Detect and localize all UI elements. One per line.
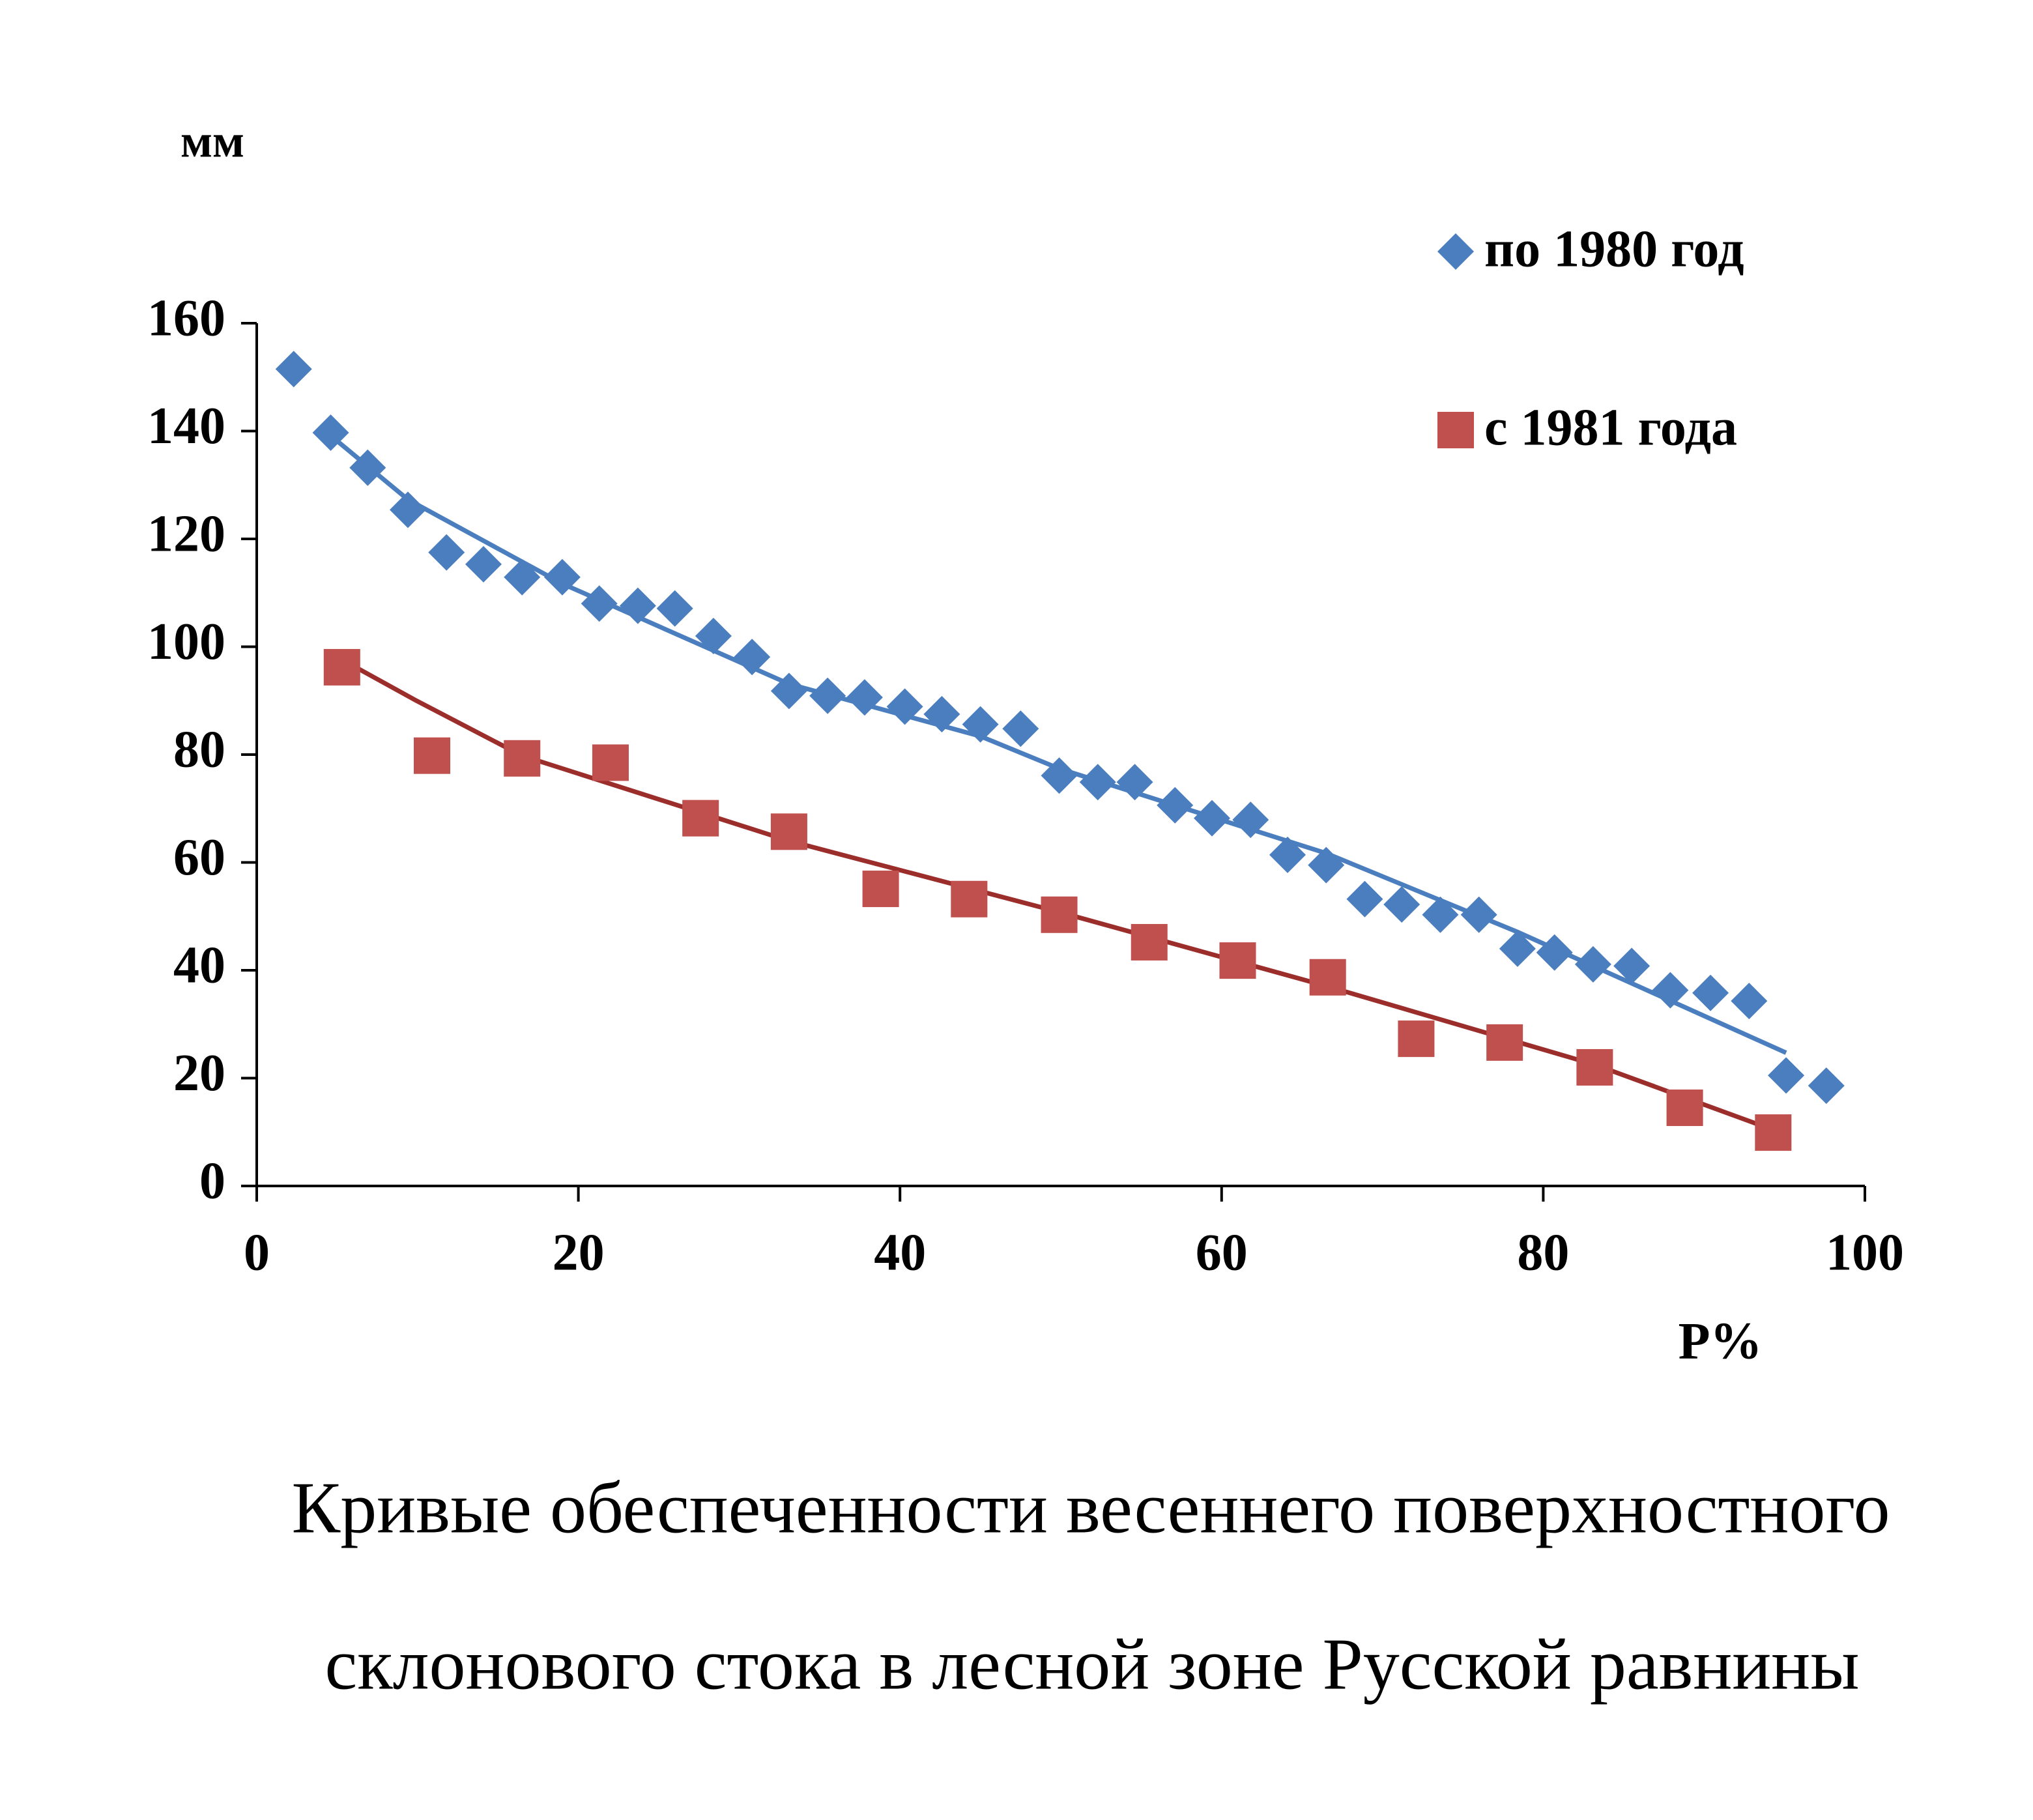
point — [886, 688, 923, 725]
caption: Кривые обеспеченности весеннего поверхно… — [292, 1468, 1890, 1549]
point — [504, 558, 541, 596]
legend-label: с 1981 года — [1484, 399, 1737, 456]
point — [734, 639, 771, 676]
caption: склонового стока в лесной зоне Русской р… — [325, 1625, 1860, 1705]
y-tick-label: 0 — [199, 1152, 225, 1209]
point — [1652, 972, 1689, 1009]
y-tick-label: 20 — [173, 1045, 225, 1102]
point — [581, 585, 618, 622]
point — [1041, 896, 1078, 933]
point — [1437, 233, 1474, 270]
point — [389, 491, 426, 528]
trend-line — [341, 657, 1774, 1133]
point — [504, 740, 541, 777]
point — [770, 672, 807, 710]
point — [1731, 983, 1768, 1020]
point — [1131, 923, 1168, 961]
point — [1499, 930, 1536, 967]
point — [809, 677, 846, 714]
point — [951, 880, 988, 917]
point — [1576, 1048, 1613, 1086]
point — [414, 737, 451, 774]
point — [1460, 896, 1497, 933]
legend-label: по 1980 год — [1484, 220, 1744, 278]
point — [1116, 764, 1153, 801]
x-axis-label: P% — [1679, 1312, 1763, 1370]
point — [1079, 764, 1116, 801]
x-tick-label: 60 — [1196, 1224, 1248, 1281]
x-tick-label: 80 — [1517, 1224, 1569, 1281]
point — [1574, 946, 1611, 983]
point — [465, 545, 502, 583]
y-tick-label: 80 — [173, 721, 225, 778]
point — [312, 414, 349, 451]
point — [862, 871, 899, 908]
y-tick-label: 160 — [147, 289, 225, 347]
point — [1768, 1057, 1805, 1094]
point — [1422, 896, 1459, 933]
point — [1486, 1024, 1523, 1061]
point — [619, 587, 656, 624]
point — [1692, 974, 1729, 1011]
point — [1346, 880, 1383, 917]
x-tick-label: 0 — [244, 1224, 270, 1281]
point — [1269, 836, 1306, 873]
point — [656, 590, 693, 627]
point — [1383, 886, 1420, 923]
point — [846, 679, 883, 716]
point — [275, 351, 312, 388]
point — [428, 534, 465, 571]
point — [1193, 800, 1230, 837]
point — [923, 695, 960, 732]
point — [323, 648, 360, 686]
point — [1666, 1090, 1703, 1127]
point — [695, 617, 732, 654]
y-tick-label: 120 — [147, 505, 225, 562]
point — [1398, 1020, 1435, 1058]
point — [1157, 787, 1194, 824]
point — [962, 706, 999, 743]
y-tick-label: 140 — [147, 397, 225, 455]
point — [1437, 412, 1474, 448]
point — [770, 813, 807, 850]
point — [1002, 710, 1039, 747]
y-tick-label: 40 — [173, 936, 225, 994]
point — [592, 744, 629, 781]
point — [1755, 1114, 1792, 1151]
point — [1808, 1067, 1845, 1105]
x-tick-label: 100 — [1826, 1224, 1904, 1281]
y-tick-label: 100 — [147, 613, 225, 671]
point — [682, 800, 719, 837]
point — [1232, 802, 1269, 839]
point — [1219, 942, 1256, 979]
point — [1308, 846, 1345, 884]
y-tick-label: 60 — [173, 829, 225, 886]
point — [1309, 959, 1346, 996]
point — [1041, 757, 1078, 794]
y-unit-label: мм — [180, 115, 244, 167]
x-tick-label: 20 — [553, 1224, 605, 1281]
x-tick-label: 40 — [874, 1224, 926, 1281]
point — [543, 558, 581, 596]
point — [349, 449, 386, 486]
point — [1536, 934, 1573, 971]
point — [1613, 947, 1651, 985]
